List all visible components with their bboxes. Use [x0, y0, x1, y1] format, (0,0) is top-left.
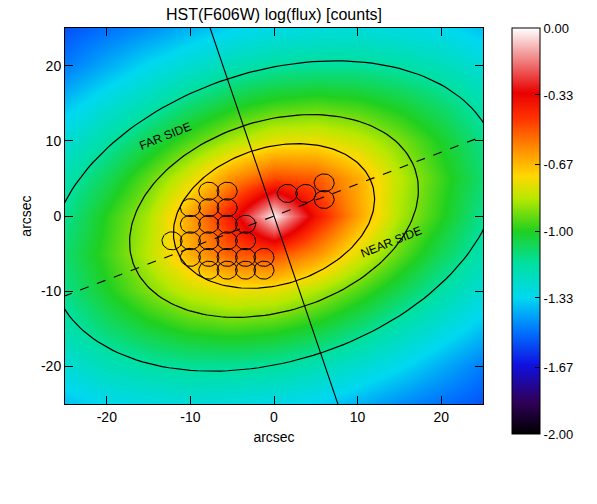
svg-text:arcsec: arcsec [18, 195, 34, 236]
svg-text:-1.00: -1.00 [544, 224, 574, 239]
svg-text:HST(F606W) log(flux) [counts]: HST(F606W) log(flux) [counts] [166, 6, 382, 23]
svg-text:-2.00: -2.00 [544, 427, 574, 442]
svg-text:-20: -20 [41, 358, 61, 374]
svg-text:arcsec: arcsec [253, 429, 294, 445]
svg-text:10: 10 [350, 409, 366, 425]
svg-text:-1.67: -1.67 [544, 360, 574, 375]
svg-text:-20: -20 [97, 409, 117, 425]
svg-text:-10: -10 [180, 409, 200, 425]
svg-text:-0.67: -0.67 [544, 157, 574, 172]
svg-text:0.00: 0.00 [544, 21, 569, 36]
svg-text:20: 20 [433, 409, 449, 425]
svg-text:-10: -10 [41, 283, 61, 299]
svg-text:10: 10 [46, 133, 62, 149]
svg-text:-0.33: -0.33 [544, 88, 574, 103]
svg-text:0: 0 [53, 208, 61, 224]
svg-text:NEAR SIDE: NEAR SIDE [359, 223, 424, 260]
svg-text:0: 0 [270, 409, 278, 425]
svg-text:20: 20 [46, 58, 62, 74]
svg-text:FAR SIDE: FAR SIDE [137, 119, 193, 152]
svg-text:-1.33: -1.33 [544, 291, 574, 306]
